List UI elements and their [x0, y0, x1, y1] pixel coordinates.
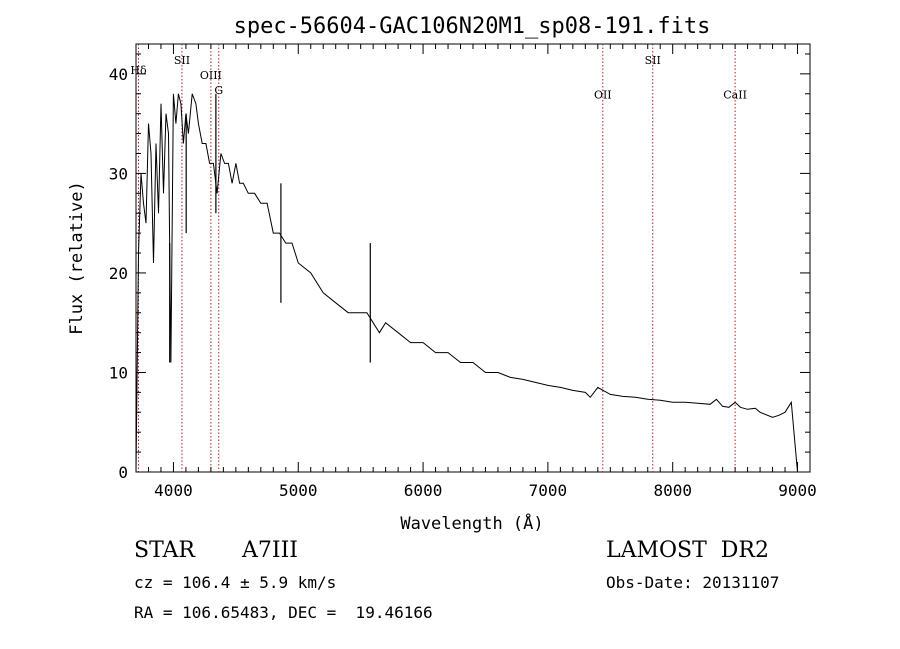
spectral-line-markers: Hδ SII OIII G OII SII CaII	[130, 44, 747, 472]
x-tick-label-2: 6000	[404, 481, 443, 500]
x-axis-label: Wavelength (Å)	[400, 512, 543, 534]
survey-name: LAMOST DR2	[606, 538, 769, 563]
line-marker-label-2: OIII	[200, 69, 222, 82]
spectrum-series	[135, 93, 798, 473]
axis-ticks: 4000 5000 6000 7000 8000 9000 0 10 20 30 40	[109, 44, 817, 500]
coordinates: RA = 106.65483, DEC = 19.46166	[134, 603, 433, 622]
line-marker-label-6: CaII	[723, 89, 747, 102]
line-marker-label-3: G	[214, 84, 223, 97]
x-tick-label-1: 5000	[279, 481, 318, 500]
y-axis-label: Flux (relative)	[67, 181, 87, 335]
line-marker-label-4: OII	[594, 89, 612, 102]
line-marker-label-5: SII	[645, 54, 661, 67]
line-marker-label-1: SII	[174, 54, 190, 67]
x-tick-label-4: 8000	[653, 481, 692, 500]
object-subclass: A7III	[242, 538, 298, 563]
y-tick-label-2: 20	[109, 264, 128, 283]
object-class: STAR	[134, 538, 195, 563]
x-tick-label-3: 7000	[529, 481, 568, 500]
y-tick-label-4: 40	[109, 65, 128, 84]
x-tick-label-5: 9000	[778, 481, 817, 500]
plot-frame	[135, 43, 811, 473]
redshift-cz: cz = 106.4 ± 5.9 km/s	[134, 573, 337, 592]
y-tick-label-1: 10	[109, 363, 128, 382]
x-tick-label-0: 4000	[154, 481, 193, 500]
y-tick-label-3: 30	[109, 164, 128, 183]
y-tick-label-0: 0	[118, 463, 128, 482]
chart-title: spec-56604-GAC106N20M1_sp08-191.fits	[234, 14, 711, 39]
spectrum-line-0	[135, 93, 798, 473]
observation-date: Obs-Date: 20131107	[606, 573, 780, 592]
line-marker-label-0: Hδ	[130, 64, 147, 77]
